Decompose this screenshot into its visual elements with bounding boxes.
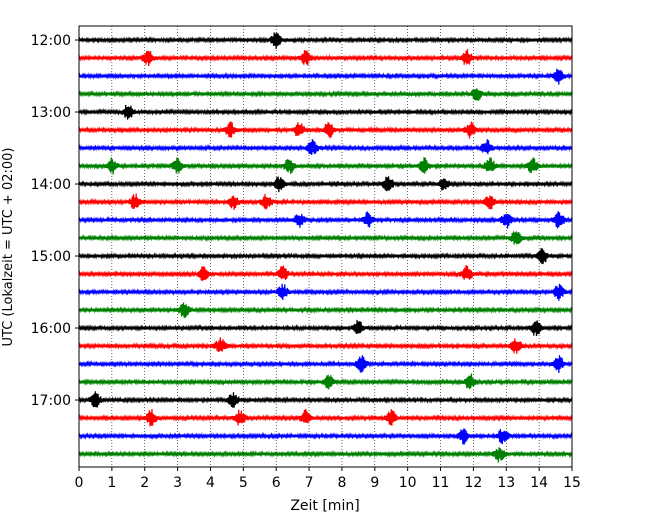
x-axis-label: Zeit [min]	[290, 498, 359, 514]
x-tick-label: 1	[107, 475, 116, 491]
trace-1200	[78, 32, 573, 49]
trace-1545	[78, 302, 573, 318]
trace-1715	[78, 408, 573, 427]
trace-1745	[78, 447, 573, 463]
y-axis-label: UTC (Lokalzeit = UTC + 02:00)	[1, 148, 16, 347]
trace-1245	[78, 88, 573, 101]
trace-1430	[78, 211, 573, 229]
trace-1700	[78, 391, 573, 408]
x-axis-ticks: 0 1 2 3 4 5 6 7 8 9 10 11 12 13 14 15	[75, 467, 581, 491]
trace-1415	[78, 193, 573, 210]
y-tick-label: 12:00	[31, 33, 71, 49]
x-tick-label: 2	[140, 475, 149, 491]
trace-1215	[78, 49, 573, 67]
plot-frame	[78, 25, 573, 468]
trace-1315	[78, 121, 573, 139]
x-tick-label: 7	[305, 475, 314, 491]
x-tick-label: 8	[337, 475, 346, 491]
trace-1530	[78, 283, 573, 301]
x-tick-label: 15	[563, 475, 581, 491]
y-tick-label: 16:00	[31, 321, 71, 337]
trace-1615	[78, 337, 573, 354]
x-tick-label: 12	[464, 475, 482, 491]
x-tick-label: 9	[370, 475, 379, 491]
trace-1400	[78, 176, 573, 193]
trace-1630	[78, 355, 573, 374]
trace-1345	[78, 156, 573, 175]
x-tick-label: 11	[432, 475, 450, 491]
y-axis-ticks: 12:00 13:00 14:00 15:00 16:00 17:00	[31, 33, 79, 409]
x-tick-label: 5	[239, 475, 248, 491]
y-tick-label: 13:00	[31, 105, 71, 121]
y-tick-label: 17:00	[31, 393, 71, 409]
x-tick-label: 0	[75, 475, 84, 491]
trace-1330	[78, 139, 573, 156]
x-tick-label: 10	[399, 475, 417, 491]
y-tick-label: 14:00	[31, 177, 71, 193]
x-tick-label: 3	[173, 475, 182, 491]
y-tick-label: 15:00	[31, 249, 71, 265]
trace-1730	[78, 428, 573, 445]
trace-1230	[78, 68, 573, 85]
x-tick-label: 13	[497, 475, 515, 491]
trace-1445	[78, 231, 573, 245]
trace-1500	[78, 248, 573, 265]
x-tick-label: 4	[206, 475, 215, 491]
x-tick-label: 6	[272, 475, 281, 491]
x-tick-label: 14	[530, 475, 548, 491]
seismogram-traces	[78, 32, 573, 463]
trace-1300	[78, 104, 573, 120]
trace-1600	[78, 319, 573, 336]
trace-1645	[78, 373, 573, 390]
trace-1515	[78, 265, 573, 281]
